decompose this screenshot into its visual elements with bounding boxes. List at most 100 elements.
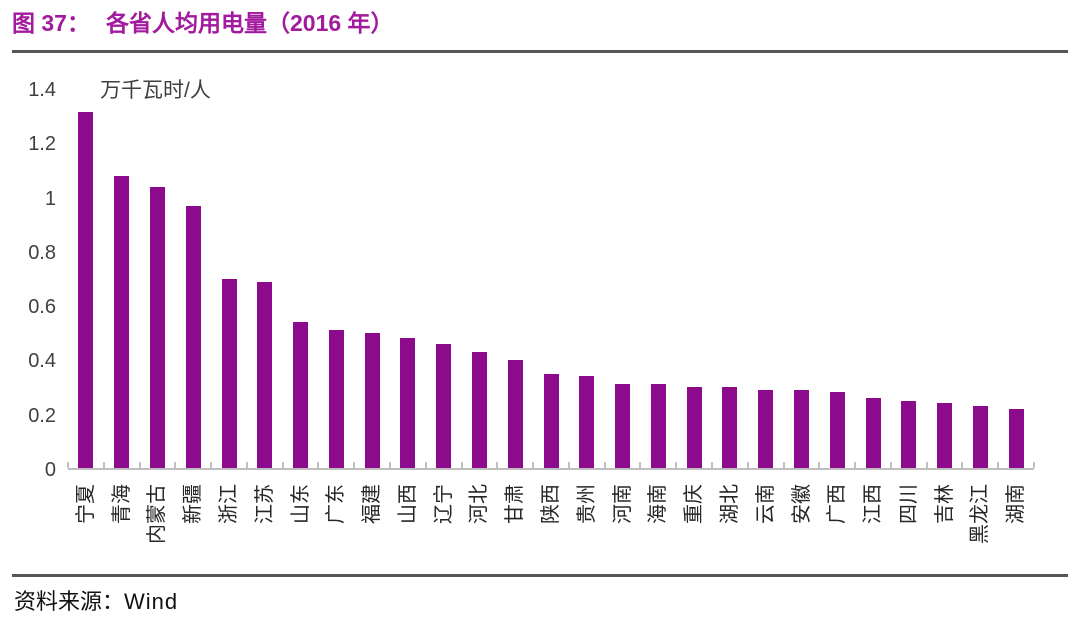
- axis-tick: [746, 462, 749, 468]
- bar-column: [963, 90, 999, 468]
- footer-source: 资料来源：Wind: [0, 577, 1080, 616]
- axis-tick: [496, 462, 499, 468]
- axis-tick: [245, 462, 248, 468]
- axis-tick: [639, 462, 642, 468]
- y-axis-unit-label: 万千瓦时/人: [100, 79, 211, 102]
- bar-甘肃: [507, 360, 523, 468]
- x-label-column: 福建: [354, 470, 390, 574]
- bar-广东: [328, 330, 344, 468]
- axis-tick: [961, 462, 964, 468]
- axis-tick: [1033, 462, 1035, 468]
- y-tick-label: 1.4: [28, 79, 56, 101]
- bar-湖北: [722, 387, 738, 468]
- plot-area: [67, 90, 1035, 470]
- axis-tick: [710, 462, 713, 468]
- bar-column: [748, 90, 784, 468]
- bar-column: [390, 90, 426, 468]
- bar-column: [354, 90, 390, 468]
- x-tick-label: 四川: [897, 484, 920, 524]
- bar-column: [891, 90, 927, 468]
- bar-四川: [901, 400, 917, 468]
- x-tick-label: 新疆: [182, 484, 205, 524]
- bar-column: [283, 90, 319, 468]
- x-tick-label: 湖南: [1005, 484, 1028, 524]
- axis-tick: [854, 462, 857, 468]
- header-divider: [12, 50, 1068, 53]
- x-tick-label: 山东: [289, 484, 312, 524]
- axis-tick: [174, 462, 177, 468]
- bar-column: [533, 90, 569, 468]
- x-tick-label: 山西: [396, 484, 419, 524]
- figure-header: 图 37： 各省人均用电量（2016 年）: [0, 0, 1080, 41]
- x-tick-label: 辽宁: [432, 484, 455, 524]
- bar-江苏: [257, 281, 273, 468]
- bar-山西: [400, 338, 416, 468]
- x-tick-label: 浙江: [218, 484, 241, 524]
- bar-黑龙江: [972, 405, 988, 468]
- x-label-column: 贵州: [569, 470, 605, 574]
- x-tick-label: 湖北: [718, 484, 741, 524]
- x-tick-label: 江苏: [253, 484, 276, 524]
- axis-tick: [317, 462, 320, 468]
- axis-tick: [818, 462, 821, 468]
- bar-column: [175, 90, 211, 468]
- x-label-column: 内蒙古: [140, 470, 176, 574]
- x-label-column: 广西: [819, 470, 855, 574]
- axis-tick: [460, 462, 463, 468]
- bar-column: [318, 90, 354, 468]
- x-tick-label: 广东: [325, 484, 348, 524]
- source-value: Wind: [124, 589, 179, 614]
- bar-column: [927, 90, 963, 468]
- x-tick-label: 宁夏: [74, 484, 97, 524]
- x-label-column: 陕西: [533, 470, 569, 574]
- y-tick-label: 0.6: [28, 296, 56, 319]
- bar-column: [569, 90, 605, 468]
- x-label-column: 辽宁: [426, 470, 462, 574]
- x-label-column: 江西: [855, 470, 891, 574]
- axis-tick: [353, 462, 356, 468]
- x-label-column: 吉林: [927, 470, 963, 574]
- bar-column: [426, 90, 462, 468]
- bar-辽宁: [436, 343, 452, 468]
- axis-tick: [281, 462, 284, 468]
- x-tick-label: 黑龙江: [969, 484, 992, 544]
- bar-宁夏: [78, 111, 94, 468]
- bar-贵州: [579, 376, 595, 468]
- x-label-column: 黑龙江: [963, 470, 999, 574]
- x-label-column: 重庆: [676, 470, 712, 574]
- x-label-column: 新疆: [175, 470, 211, 574]
- axis-tick: [567, 462, 570, 468]
- x-tick-label: 云南: [754, 484, 777, 524]
- axis-tick: [889, 462, 892, 468]
- axis-tick: [532, 462, 535, 468]
- x-tick-label: 甘肃: [504, 484, 527, 524]
- bar-河北: [471, 351, 487, 468]
- bar-column: [140, 90, 176, 468]
- axis-tick: [138, 462, 141, 468]
- bar-column: [676, 90, 712, 468]
- x-label-column: 海南: [641, 470, 677, 574]
- x-tick-label: 内蒙古: [146, 484, 169, 544]
- x-label-column: 宁夏: [68, 470, 104, 574]
- x-label-column: 甘肃: [497, 470, 533, 574]
- x-label-column: 浙江: [211, 470, 247, 574]
- axis-tick: [424, 462, 427, 468]
- x-tick-label: 贵州: [575, 484, 598, 524]
- y-tick-label: 1: [44, 187, 56, 210]
- bar-column: [462, 90, 498, 468]
- bar-column: [784, 90, 820, 468]
- bar-福建: [364, 333, 380, 468]
- axis-tick: [67, 462, 69, 468]
- source-label: 资料来源：: [14, 589, 125, 614]
- bar-chart: 万千瓦时/人 0 0.2 0.4 0.6 0.8 1 1.2 1.4: [0, 62, 1080, 481]
- axis-tick: [388, 462, 391, 468]
- x-label-column: 山西: [390, 470, 426, 574]
- x-label-column: 湖北: [712, 470, 748, 574]
- bar-湖南: [1008, 408, 1024, 468]
- x-label-column: 河北: [462, 470, 498, 574]
- y-tick-label: 0.2: [28, 404, 56, 427]
- axis-tick: [782, 462, 785, 468]
- x-tick-label: 重庆: [683, 484, 706, 524]
- axis-tick: [925, 462, 928, 468]
- bar-广西: [829, 392, 845, 468]
